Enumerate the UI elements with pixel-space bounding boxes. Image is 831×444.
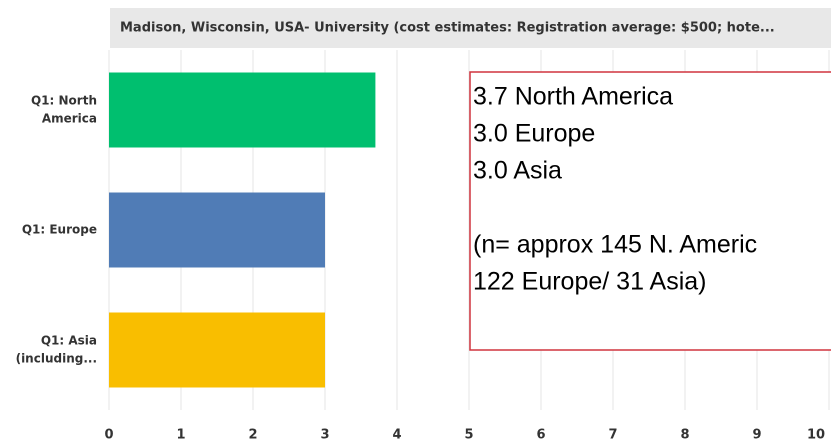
y-tick-label: Q1: Europe <box>22 223 97 237</box>
x-tick-label: 6 <box>536 428 545 443</box>
x-tick-label: 0 <box>104 428 113 443</box>
x-tick-label: 1 <box>176 428 185 443</box>
x-tick-label: 4 <box>392 428 401 443</box>
x-tick-label: 5 <box>464 428 473 443</box>
title-band <box>110 8 831 48</box>
bar <box>109 192 325 268</box>
annotation-text: 122 Europe/ 31 Asia) <box>473 268 707 296</box>
x-tick-label: 10 <box>807 428 825 443</box>
annotation-text: 3.7 North America <box>473 83 673 111</box>
x-tick-label: 9 <box>752 428 761 443</box>
y-tick-label: America <box>42 112 97 126</box>
x-tick-label: 8 <box>680 428 689 443</box>
y-tick-label: (including... <box>16 352 97 366</box>
annotation-box <box>469 71 831 351</box>
bar <box>109 312 325 388</box>
x-tick-label: 7 <box>608 428 617 443</box>
annotation-text: 3.0 Asia <box>473 157 562 185</box>
bar <box>109 72 376 148</box>
annotation-text: (n= approx 145 N. Americ <box>473 231 757 259</box>
y-tick-label: Q1: Asia <box>41 334 97 348</box>
y-tick-label: Q1: North <box>31 94 97 108</box>
annotation-text: 3.0 Europe <box>473 120 595 148</box>
chart-title: Madison, Wisconsin, USA- University (cos… <box>120 21 775 36</box>
x-tick-label: 2 <box>248 428 257 443</box>
x-tick-label: 3 <box>320 428 329 443</box>
